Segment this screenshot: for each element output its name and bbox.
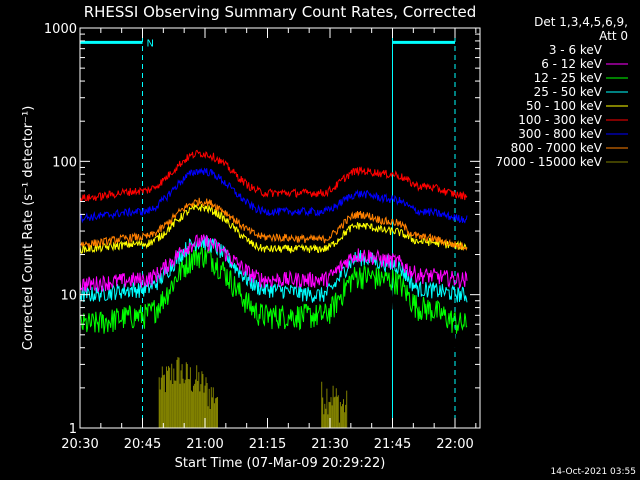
- series-line-6-12-kev: [79, 234, 468, 292]
- plot-area: N: [79, 28, 468, 428]
- legend-entry-label: 300 - 800 keV: [518, 127, 602, 141]
- chart-title: RHESSI Observing Summary Count Rates, Co…: [84, 3, 477, 21]
- series-group: [79, 149, 468, 428]
- x-tick-label: 21:00: [186, 437, 223, 452]
- series-line-3-6-kev: [79, 266, 468, 355]
- footer-timestamp: 14-Oct-2021 03:55: [551, 467, 636, 477]
- observing-flags: N: [80, 38, 455, 49]
- legend-entry-label: 3 - 6 keV: [549, 43, 603, 57]
- y-tick-label: 10: [60, 289, 77, 304]
- series-line-800-7000-kev: [79, 197, 468, 252]
- legend-entry-label: 100 - 300 keV: [518, 113, 602, 127]
- legend-entry-label: 7000 - 15000 keV: [495, 155, 602, 169]
- legend-entry-label: 12 - 25 keV: [534, 71, 603, 85]
- series-line-50-100-kev: [79, 203, 468, 254]
- x-axis-label: Start Time (07-Mar-09 20:29:22): [175, 456, 386, 471]
- series-line-12-25-kev: [79, 246, 468, 334]
- y-axis-label: Corrected Count Rate (s⁻¹ detector⁻¹): [21, 106, 36, 351]
- legend-header-line-2: Att 0: [599, 29, 628, 43]
- x-tick-label: 21:15: [249, 437, 286, 452]
- legend-entry-label: 6 - 12 keV: [541, 57, 603, 71]
- legend-entry-label: 50 - 100 keV: [526, 99, 603, 113]
- x-axis: 20:30 20:45 21:00 21:15 21:30 21:45 22:00: [61, 28, 477, 452]
- flag-label: N: [147, 38, 154, 49]
- y-tick-label: 1000: [44, 22, 77, 37]
- legend-entry-label: 25 - 50 keV: [534, 85, 603, 99]
- x-tick-label: 21:30: [311, 437, 348, 452]
- x-tick-label: 20:45: [124, 437, 161, 452]
- series-line-7000-15000-kev: [158, 357, 348, 428]
- y-tick-label: 1: [69, 422, 77, 437]
- series-line-100-300-kev: [79, 149, 468, 203]
- x-tick-label: 20:30: [61, 437, 98, 452]
- legend-entry-label: 800 - 7000 keV: [511, 141, 603, 155]
- x-tick-label: 21:45: [374, 437, 411, 452]
- plot-frame: [79, 27, 481, 429]
- y-tick-label: 100: [52, 155, 77, 170]
- x-tick-label: 22:00: [436, 437, 473, 452]
- y-axis: 1 10 100 1000: [44, 22, 480, 437]
- legend-header-line-1: Det 1,3,4,5,6,9,: [534, 15, 628, 29]
- series-line-300-800-kev: [79, 167, 468, 224]
